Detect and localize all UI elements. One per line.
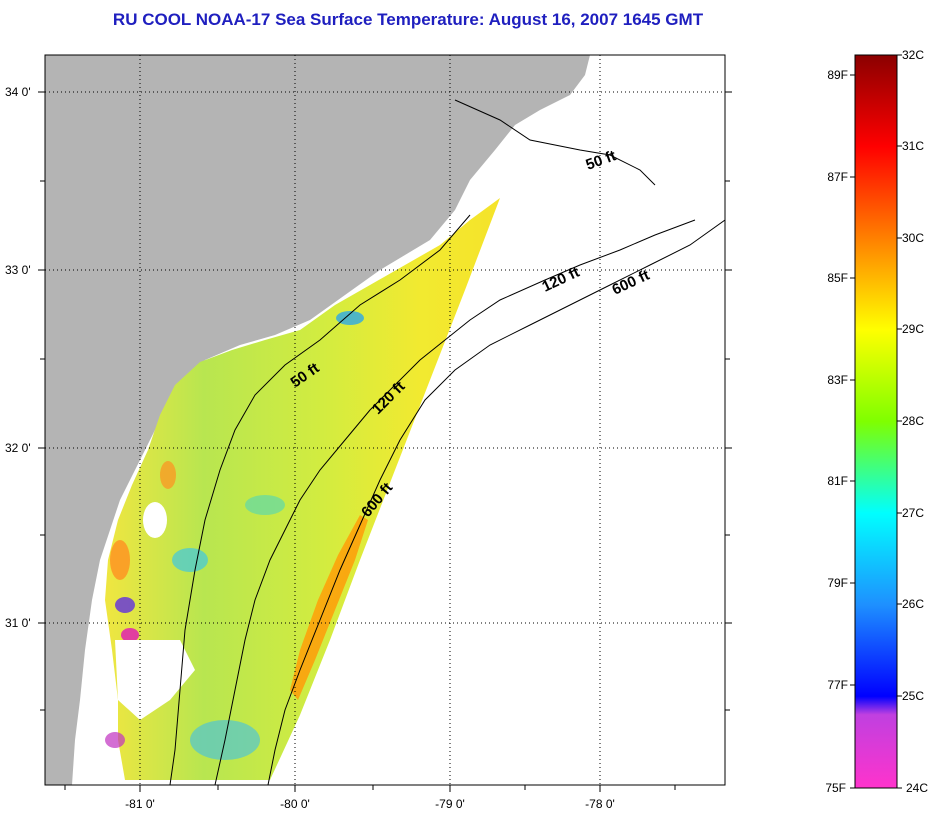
colorbar-label-celsius: 32C [902, 48, 924, 62]
colorbar-label-fahrenheit: 77F [827, 678, 848, 692]
warm-hotspot [105, 732, 125, 748]
tick-marks [38, 91, 732, 792]
colorbar-label-fahrenheit: 85F [827, 271, 848, 285]
colorbar-label-fahrenheit: 79F [827, 576, 848, 590]
colorbar-label-fahrenheit: 87F [827, 170, 848, 184]
contour-120ft [214, 219, 696, 785]
colorbar-label-celsius: 31C [902, 139, 924, 153]
lon-label: -79 0' [435, 797, 465, 811]
sst-swath [105, 198, 500, 780]
warm-hotspot [121, 628, 139, 642]
grid [45, 55, 725, 785]
land-mass [45, 55, 590, 785]
colorbar-label-celsius: 29C [902, 322, 924, 336]
lon-label: -80 0' [280, 797, 310, 811]
cool-patch [245, 495, 285, 515]
contour-600ft [267, 219, 725, 785]
cloud-gap [143, 502, 167, 538]
warm-patch [110, 540, 130, 580]
cool-patch [336, 311, 364, 325]
colorbar-label-fahrenheit: 81F [827, 474, 848, 488]
warm-patch [160, 461, 176, 489]
warm-band [290, 515, 368, 700]
cloud-gap [115, 640, 195, 720]
cool-patch [172, 548, 208, 572]
colorbar-label-celsius: 28C [902, 414, 924, 428]
cool-patch [115, 597, 135, 613]
lon-label: -81 0' [125, 797, 155, 811]
colorbar-label-celsius: 26C [902, 597, 924, 611]
colorbar-label-celsius: 25C [902, 689, 924, 703]
map-title: RU COOL NOAA-17 Sea Surface Temperature:… [112, 10, 704, 29]
contour-50ft [169, 214, 471, 785]
lat-label: 34 0' [5, 85, 31, 99]
colorbar-label-fahrenheit: 89F [827, 68, 848, 82]
colorbar-label-fahrenheit: 75F [825, 781, 846, 795]
contour-50ft [454, 99, 656, 186]
colorbar-label-fahrenheit: 83F [827, 373, 848, 387]
lon-label: -78 0' [585, 797, 615, 811]
colorbar-label-celsius: 30C [902, 231, 924, 245]
lat-label: 33 0' [5, 263, 31, 277]
map-frame [44, 54, 726, 786]
lat-label: 31 0' [5, 616, 31, 630]
colorbar-ticks [850, 54, 902, 789]
lat-label: 32 0' [5, 441, 31, 455]
colorbar-label-celsius: 24C [906, 781, 928, 795]
colorbar-gradient [854, 54, 898, 789]
colorbar-label-celsius: 27C [902, 506, 924, 520]
